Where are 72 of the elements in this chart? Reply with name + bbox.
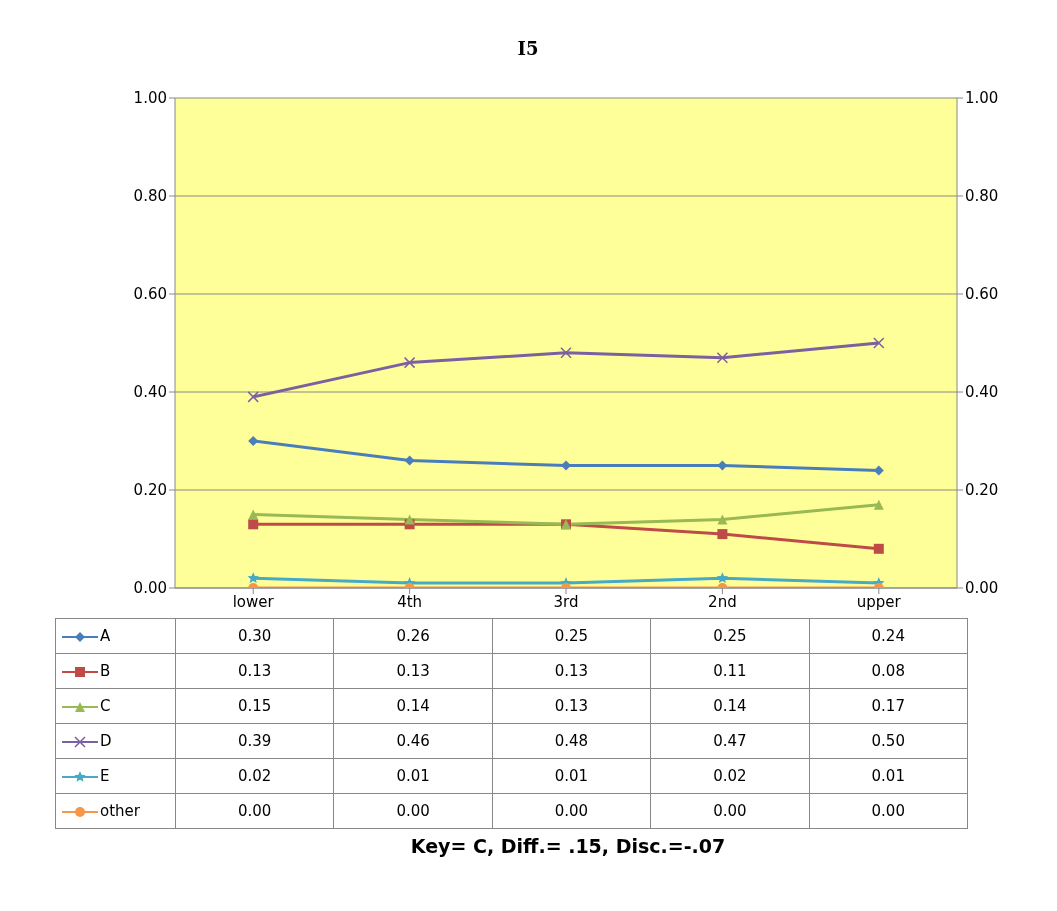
- legend-label: B: [100, 662, 111, 680]
- legend-label: E: [100, 767, 110, 785]
- y-tick-label: 0.60: [133, 285, 167, 304]
- data-label: 0.00: [809, 793, 968, 829]
- x-tick-label: 2nd: [708, 592, 737, 611]
- data-label: 0.01: [333, 758, 493, 794]
- point: [873, 543, 884, 554]
- data-label: 0.14: [333, 688, 493, 724]
- y-tick-label: 0.20: [133, 481, 167, 500]
- point: [404, 514, 415, 525]
- y-tick-label: 0.80: [133, 187, 167, 206]
- data-label: 0.46: [333, 723, 493, 759]
- data-label: 0.39: [175, 723, 334, 759]
- point: [873, 499, 884, 510]
- data-label: 0.14: [650, 688, 810, 724]
- data-label: 0.48: [492, 723, 651, 759]
- point: [717, 529, 728, 540]
- y2-tick-label: 0.80: [965, 187, 999, 206]
- point: [716, 351, 729, 364]
- data-label: 0.02: [650, 758, 810, 794]
- x-tick-label: 4th: [397, 592, 423, 611]
- data-label: 0.25: [492, 618, 651, 654]
- x-tick-label: lower: [232, 592, 275, 611]
- point: [404, 455, 415, 466]
- data-label: 0.01: [492, 758, 651, 794]
- data-label: 0.00: [650, 793, 810, 829]
- data-label: 0.02: [175, 758, 334, 794]
- chart-title: I5: [516, 37, 540, 61]
- legend-label: A: [100, 627, 111, 645]
- x-tick-label: upper: [856, 592, 902, 611]
- y-tick-label: 0.00: [133, 579, 167, 598]
- data-label: 0.13: [492, 688, 651, 724]
- y2-tick-label: 1.00: [965, 89, 999, 108]
- x-tick-label: 3rd: [553, 592, 579, 611]
- data-label: 0.13: [492, 653, 651, 689]
- point: [248, 519, 259, 530]
- point: [561, 460, 571, 471]
- y-tick-label: 0.40: [133, 383, 167, 402]
- data-label: 0.13: [333, 653, 493, 689]
- data-label: 0.17: [809, 688, 968, 724]
- point: [717, 514, 728, 525]
- point: [247, 391, 259, 403]
- data-label: 0.08: [809, 653, 968, 689]
- y2-tick-label: 0.40: [965, 383, 999, 402]
- data-label: 0.00: [333, 793, 493, 829]
- data-label: 0.47: [650, 723, 810, 759]
- y2-tick-label: 0.20: [965, 481, 999, 500]
- data-label: 0.30: [175, 618, 334, 654]
- data-label: 0.24: [809, 618, 968, 654]
- data-label: 0.00: [492, 793, 651, 829]
- data-label: 0.15: [175, 688, 334, 724]
- point: [716, 572, 729, 584]
- point: [247, 572, 259, 584]
- data-label: 0.50: [809, 723, 968, 759]
- y2-tick-label: 0.00: [965, 579, 999, 598]
- point: [873, 465, 884, 476]
- data-label: 0.26: [333, 618, 493, 654]
- data-label: 0.11: [650, 653, 810, 689]
- point: [873, 337, 885, 349]
- data-label: 0.13: [175, 653, 334, 689]
- legend-label: C: [100, 697, 111, 715]
- data-label: 0.25: [650, 618, 810, 654]
- legend-label: other: [100, 802, 140, 820]
- data-label: 0.00: [175, 793, 334, 829]
- legend-label: D: [100, 732, 112, 750]
- point: [403, 356, 416, 369]
- point: [248, 509, 259, 520]
- data-label: 0.01: [809, 758, 968, 794]
- text: Key= C, Diff.= .15, Disc.=-.07: [409, 835, 727, 857]
- y2-tick-label: 0.60: [965, 285, 999, 304]
- point: [560, 347, 572, 359]
- y-tick-label: 1.00: [133, 89, 167, 108]
